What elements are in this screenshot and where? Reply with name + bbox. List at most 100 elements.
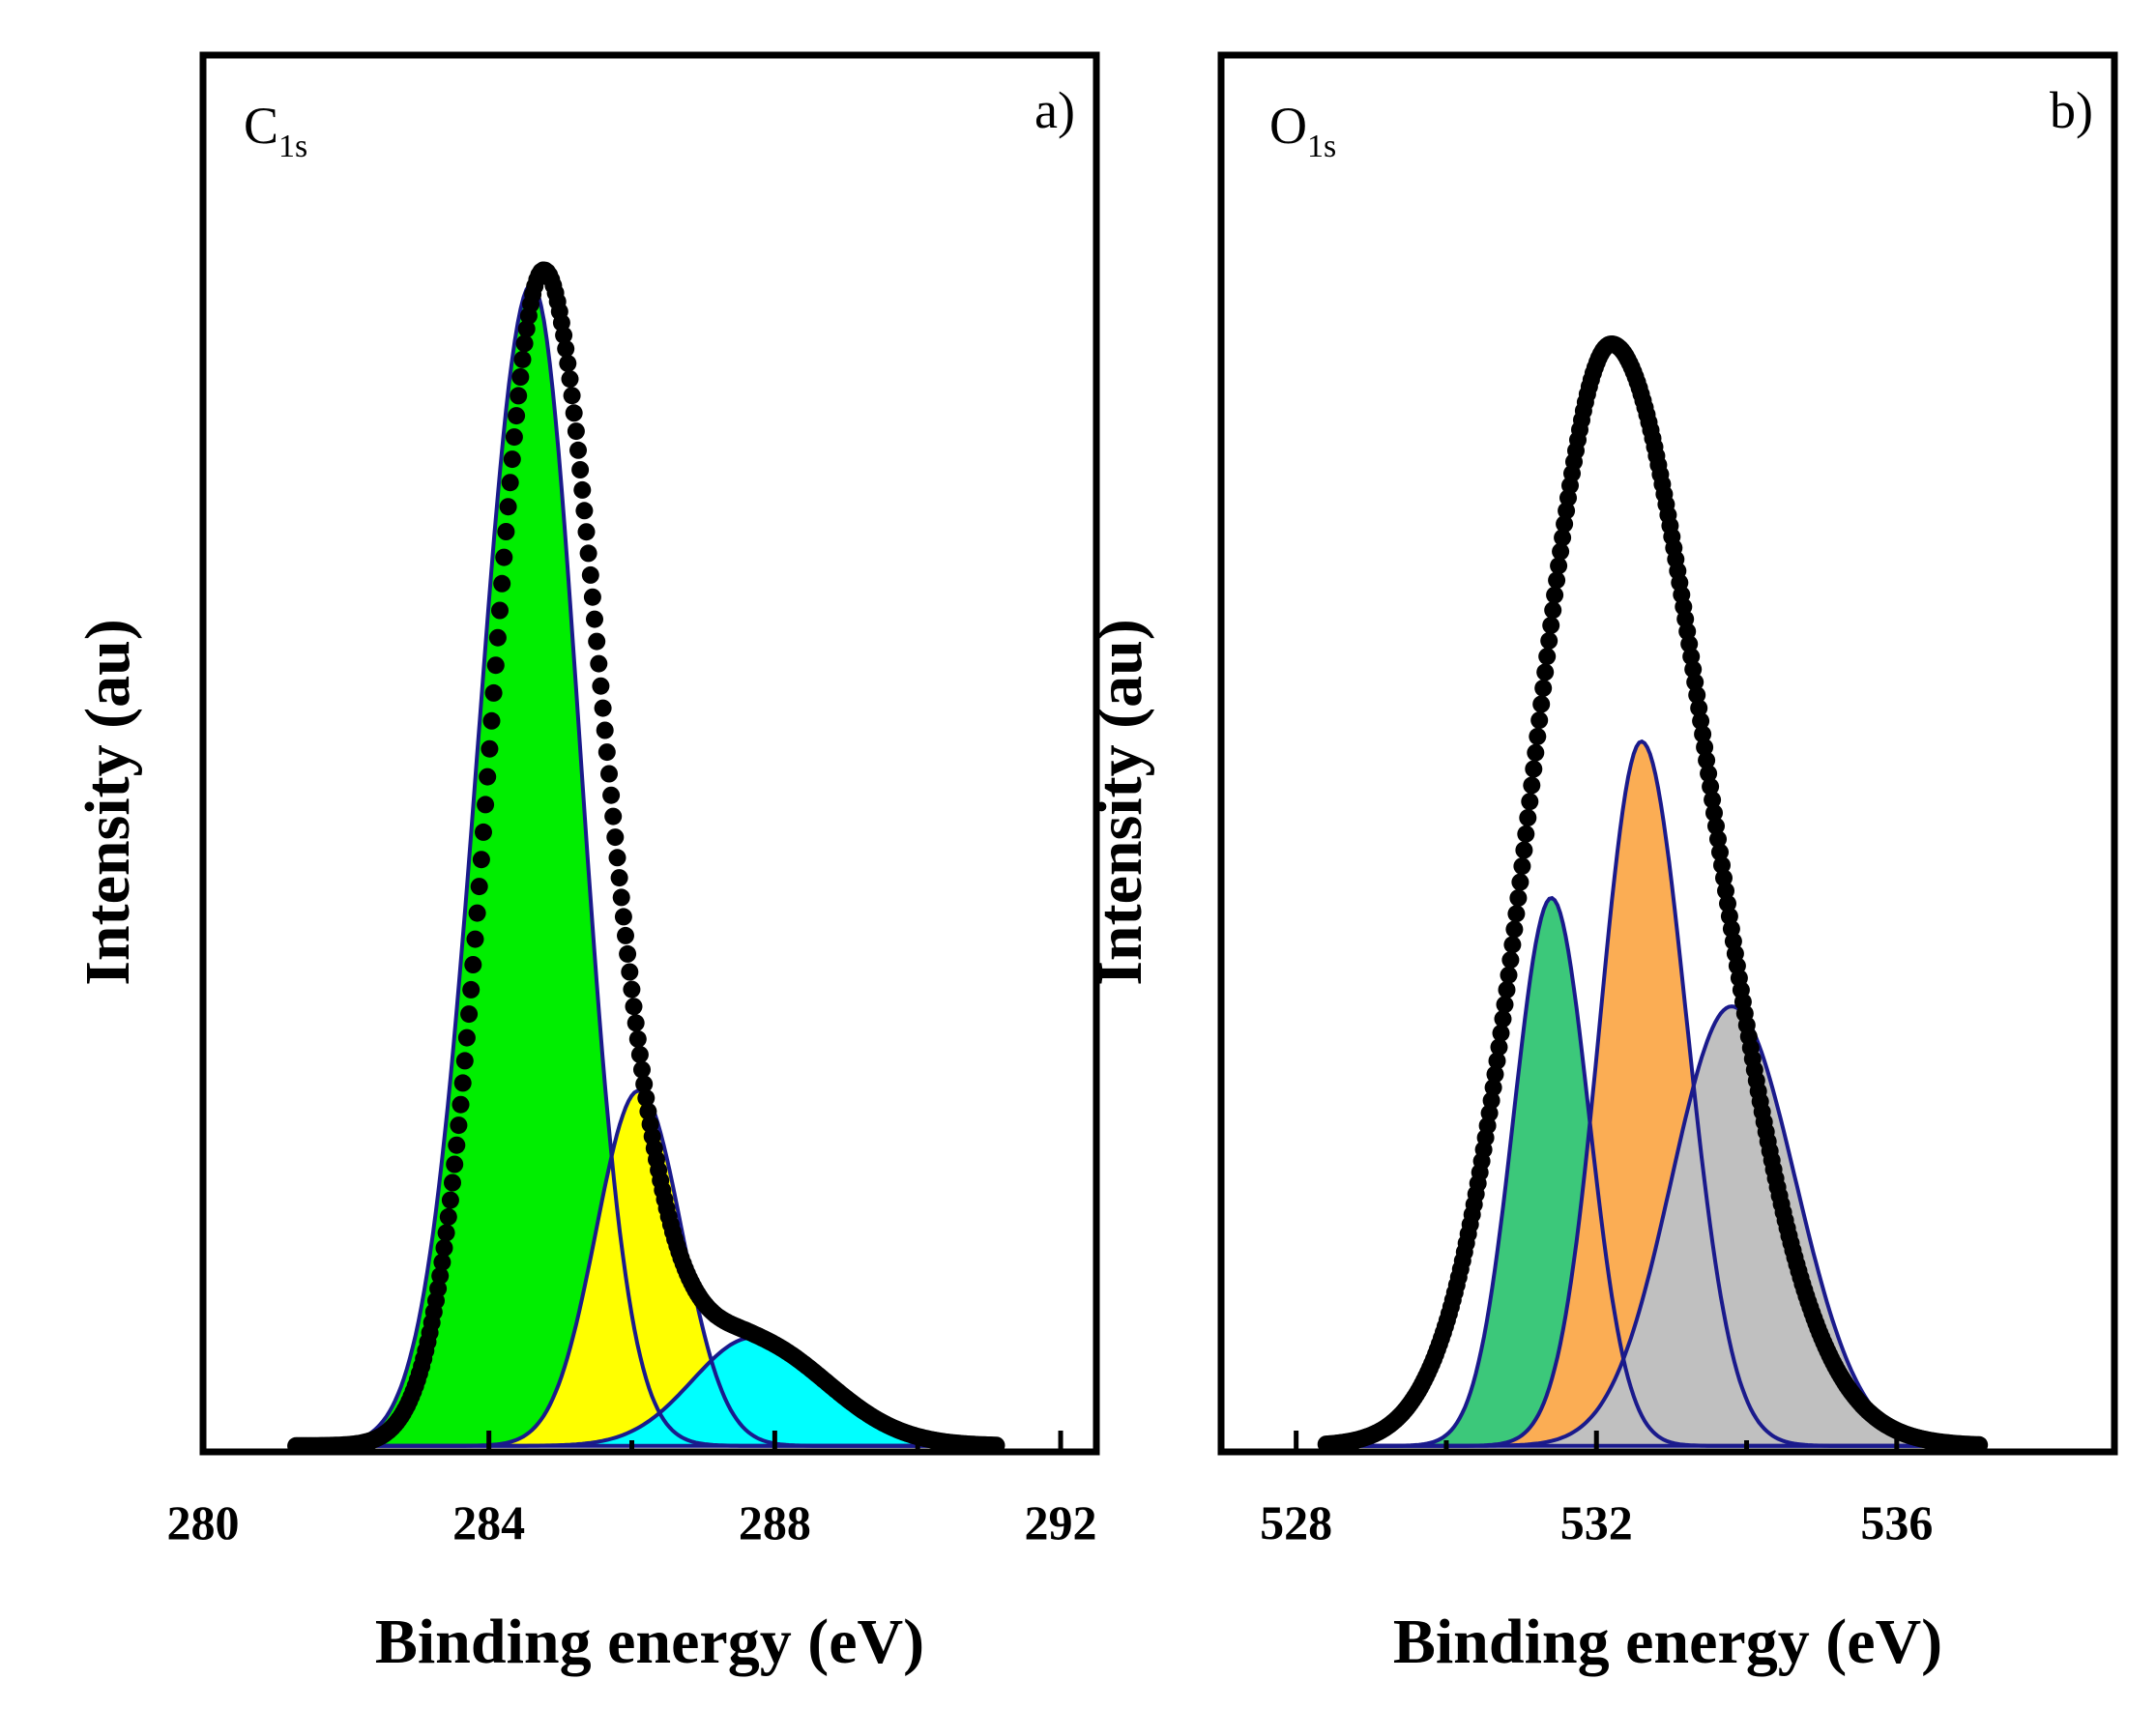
envelope-point [1705,804,1723,822]
element-label: C1s [244,97,307,164]
envelope-point [612,888,630,907]
envelope-point [493,574,511,593]
envelope-point [431,1266,450,1285]
envelope-point [1696,739,1714,756]
envelope-point [1700,765,1718,783]
envelope-point [1690,699,1708,717]
envelope-point [625,998,643,1016]
envelope-point [579,544,597,563]
envelope-point [606,828,625,847]
envelope-point [517,320,536,338]
envelope-point [1509,889,1528,907]
envelope-point [628,1029,647,1048]
component-area-2 [1326,741,1980,1446]
envelope-point [482,711,501,730]
envelope-point [481,739,499,758]
x-axis-title: Binding energy (eV) [1393,1607,1942,1677]
envelope-point [1711,843,1729,861]
envelope-point [619,944,637,963]
envelope-point [501,474,519,492]
envelope-point [604,807,623,826]
envelope-point [511,368,530,386]
envelope-point [575,502,594,520]
envelope-point [563,387,581,405]
envelope-point [592,677,610,695]
envelope-point [515,334,534,353]
x-tick-label: 532 [1560,1495,1633,1550]
envelope-markers [1317,335,1989,1454]
envelope-point [475,823,492,841]
envelope-point [573,480,592,499]
envelope-point [1692,711,1710,730]
envelope-point [462,980,481,999]
envelope-point [1682,648,1701,666]
envelope-point [1500,966,1518,984]
envelope-point [1552,542,1570,561]
envelope-point [1519,809,1537,826]
envelope-point [441,1191,459,1209]
x-axis-ticks: 280 284 288 292 [167,1431,1097,1550]
envelope-point [435,1239,453,1257]
panel-label: b) [2050,81,2093,139]
envelope-point [479,768,497,786]
envelope-point [1556,515,1574,534]
envelope-point [1534,679,1553,697]
envelope-point [614,908,632,926]
envelope-point [586,610,603,628]
envelope-point [1532,695,1551,713]
x-tick-label: 292 [1025,1495,1097,1550]
envelope-point [450,1116,468,1135]
envelope-point [1517,825,1535,843]
envelope-point [1486,1065,1504,1084]
envelope-point [594,699,612,717]
envelope-point [470,878,488,896]
envelope-point [429,1280,448,1298]
x-tick-label: 284 [452,1495,525,1550]
envelope-point [596,721,614,739]
envelope-point [437,1224,455,1242]
envelope-point [561,370,579,389]
envelope-point [1550,557,1568,575]
envelope-point [508,407,526,425]
envelope-point [577,523,596,541]
envelope-point [433,1253,452,1271]
envelope-point [457,1028,476,1047]
envelope-point [491,601,509,620]
envelope-point [1515,841,1533,859]
panel-label: a) [1034,81,1075,139]
envelope-point [484,683,503,702]
element-label: O1s [1269,97,1336,164]
envelope-point [1521,793,1539,811]
envelope-point [630,1046,649,1063]
x-axis-title: Binding energy (eV) [375,1607,924,1677]
envelope-point [569,441,587,459]
x-axis-ticks: 528 532 536 [1260,1431,1933,1550]
plot-frame [1217,51,2118,1456]
envelope-point [439,1207,457,1226]
x-tick-label: 288 [739,1495,811,1550]
x-tick-label: 528 [1260,1495,1332,1550]
envelope-point [453,1074,472,1092]
component-areas [1326,739,1980,1448]
envelope-point [602,786,621,804]
envelope-point [1530,711,1549,730]
envelope-point [466,930,484,948]
envelope-point [1529,727,1547,745]
component-areas [296,281,997,1448]
envelope-point [1688,686,1706,704]
envelope-point [460,1005,479,1024]
envelope-point [1494,1010,1512,1028]
envelope-point [488,628,507,647]
envelope-point [1702,777,1720,796]
envelope-point [495,548,513,566]
envelope-point [464,956,482,973]
envelope-point [1715,869,1733,887]
component-area-2 [296,1090,997,1446]
envelope-point [626,1014,645,1032]
envelope-point [1542,616,1560,634]
envelope-point [633,1060,651,1079]
envelope-point [1507,905,1526,923]
envelope-point [1713,856,1731,874]
panel-o1s: 528 532 536 O1s b) Binding energy (eV) Int… [1085,51,2118,1677]
envelope-point [1544,601,1562,620]
